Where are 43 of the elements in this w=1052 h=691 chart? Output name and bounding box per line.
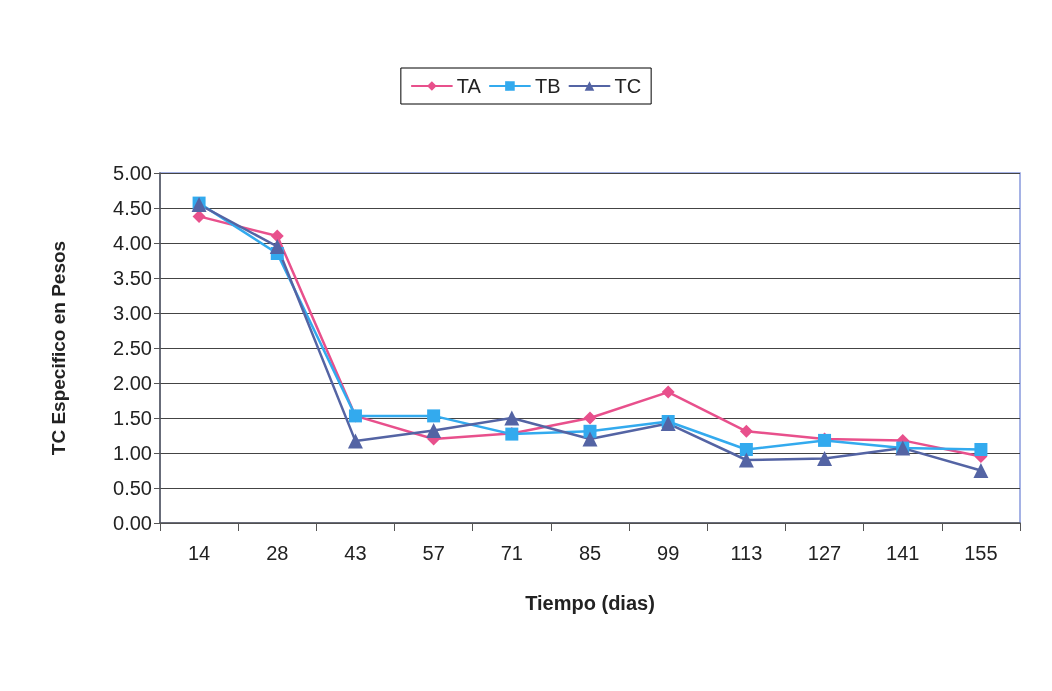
x-tick-label: 141 — [886, 542, 920, 564]
x-tick-label: 14 — [187, 542, 211, 564]
point — [270, 229, 284, 243]
point — [739, 443, 753, 456]
x-tick-label: 43 — [344, 542, 367, 564]
point — [426, 423, 442, 439]
y-axis-title: TC Especifico en Pesos — [48, 240, 69, 456]
x-tick-label: 155 — [964, 542, 998, 564]
legend-label: TC — [614, 75, 642, 97]
x-tick-label: 57 — [422, 542, 445, 564]
point — [817, 451, 833, 467]
legend-label: TB — [534, 75, 561, 97]
y-tick-label: 4.00 — [113, 232, 152, 254]
point — [583, 411, 597, 425]
y-tick-label: 1.50 — [113, 407, 152, 429]
x-tick-label: 71 — [500, 542, 523, 564]
legend-label: TA — [456, 75, 482, 97]
x-tick-label: 85 — [578, 542, 602, 564]
x-axis-title: Tiempo (dias) — [525, 592, 655, 614]
y-tick-label: 4.50 — [113, 197, 152, 219]
y-tick-label: 0.00 — [113, 512, 152, 534]
point — [738, 452, 754, 468]
point — [504, 410, 520, 426]
x-tick-label: 28 — [266, 542, 289, 564]
x-tick-label: 113 — [730, 542, 763, 564]
point — [427, 409, 441, 423]
y-tick-label: 3.00 — [113, 302, 152, 324]
point — [582, 431, 598, 447]
y-tick-label: 0.50 — [113, 477, 152, 499]
point — [661, 385, 675, 399]
point — [660, 416, 676, 432]
point — [973, 463, 989, 478]
x-tick-label: 127 — [807, 542, 842, 564]
point — [739, 424, 753, 438]
point — [347, 433, 363, 449]
y-tick-label: 2.50 — [113, 337, 152, 359]
x-tick-label: 99 — [657, 542, 680, 564]
point — [269, 239, 285, 254]
point — [974, 443, 988, 456]
y-tick-label: 1.00 — [113, 442, 152, 464]
y-tick-label: 2.00 — [113, 372, 152, 394]
y-tick-label: 3.50 — [113, 267, 152, 289]
y-tick-label: 5.00 — [113, 162, 152, 184]
